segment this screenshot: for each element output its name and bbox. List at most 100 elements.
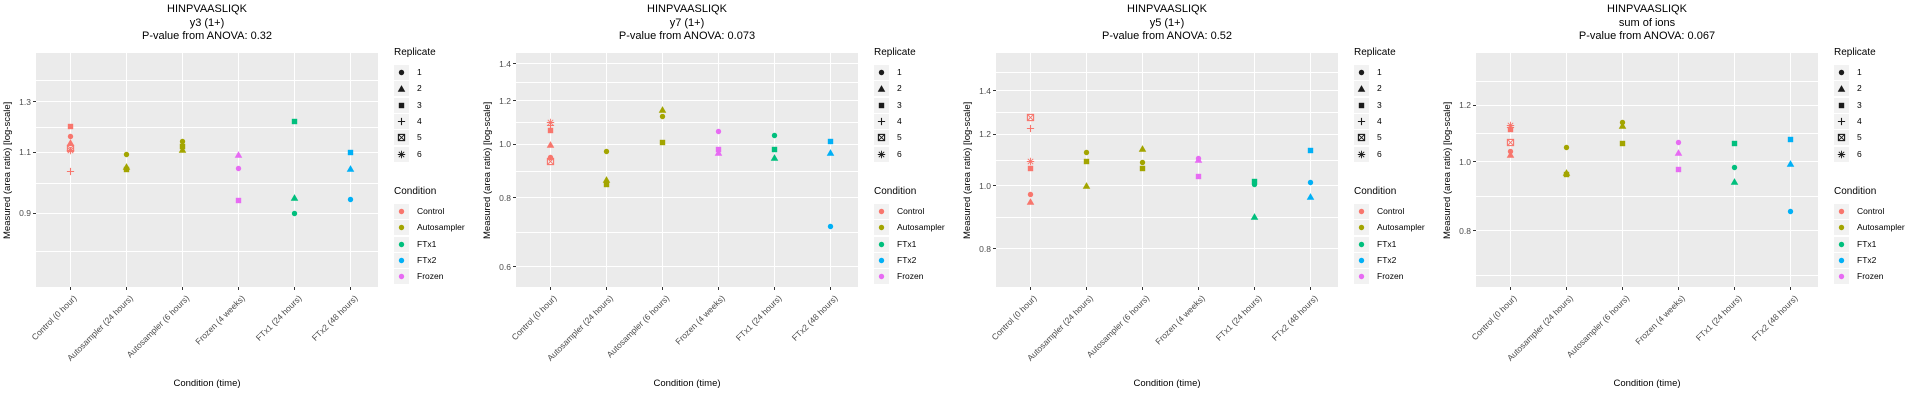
legend-item-condition: FTx2: [874, 252, 959, 268]
circle-icon: [1838, 69, 1845, 76]
data-point: [770, 127, 779, 138]
legend-item-condition: FTx2: [1354, 252, 1439, 268]
condition-color-dot-icon: [398, 257, 405, 264]
legend-key: [394, 65, 409, 80]
legend-item-condition: Autosampler: [394, 220, 479, 236]
legend-item-replicate: 6: [1354, 146, 1434, 162]
circle-marker: [347, 196, 353, 202]
condition-color-dot-icon: [398, 273, 405, 280]
legend-item-condition: Frozen: [874, 269, 959, 285]
legend-item-label: 6: [897, 148, 902, 159]
data-point: [1674, 134, 1683, 145]
square-marker: [1307, 147, 1313, 154]
replicate-legend-title: Replicate: [394, 47, 436, 58]
gridline-major: [516, 266, 858, 268]
y-tick-mark: [513, 63, 516, 65]
data-point: [1194, 168, 1203, 179]
x-tick-mark: [773, 287, 775, 290]
data-point: [546, 153, 555, 166]
condition-color-dot-icon: [1358, 208, 1365, 215]
legend: Replicate 1 2 3 4 5 6 Condition Control Autosampl…: [1353, 0, 1439, 400]
condition-color-dot-icon: [1838, 257, 1845, 264]
gridline-minor: [516, 81, 858, 83]
legend-item-label: FTx1: [897, 238, 917, 249]
legend-key: [1354, 97, 1369, 113]
triangle-marker: [178, 146, 186, 154]
x-tick-mark: [1029, 287, 1031, 290]
gridline-vertical: [181, 53, 183, 287]
legend-key: [394, 204, 409, 219]
data-point: [1138, 140, 1147, 153]
square-marker: [67, 123, 73, 129]
plot-title: HINPVAASLIQK: [647, 3, 727, 15]
data-point: [178, 141, 187, 154]
x-tick-label: Frozen (4 weeks): [673, 293, 728, 347]
data-point: [234, 160, 243, 171]
circle-marker: [235, 165, 241, 171]
legend-item-replicate: 5: [874, 130, 954, 146]
legend-item-replicate: 2: [874, 81, 954, 97]
x-tick-mark: [1621, 287, 1623, 290]
square-marker: [1675, 166, 1681, 172]
gridline-minor: [36, 126, 378, 128]
circle-marker: [1083, 150, 1089, 156]
x-tick-mark: [549, 287, 551, 290]
legend-item-label: Control: [1857, 206, 1885, 216]
triangle-marker: [1138, 145, 1146, 153]
legend-item-condition: FTx1: [874, 236, 959, 252]
data-point: [1026, 193, 1035, 205]
y-tick-mark: [513, 143, 516, 145]
gridline-vertical: [1509, 53, 1511, 287]
legend-item-label: Autosampler: [897, 222, 945, 233]
condition-color-dot-icon: [878, 273, 885, 280]
x-tick-mark: [1197, 287, 1199, 290]
legend-item-condition: Control: [394, 204, 479, 219]
square-marker: [1083, 158, 1089, 165]
legend-item-label: 4: [1857, 115, 1862, 126]
legend-key: [394, 252, 409, 268]
data-point: [66, 163, 75, 175]
legend-key: [874, 236, 889, 252]
condition-color-dot-icon: [1358, 273, 1365, 280]
legend-key: [394, 269, 409, 285]
legend-item-replicate: 1: [1354, 65, 1434, 80]
data-point: [1786, 155, 1795, 168]
square-cross-icon: [877, 134, 886, 142]
legend-item-condition: Frozen: [394, 269, 479, 285]
data-point: [1082, 177, 1091, 189]
data-point: [66, 134, 75, 147]
plot-title-block: HINPVAASLIQK y7 (1+) P-value from ANOVA:…: [516, 3, 858, 44]
plot-panel: [1476, 53, 1818, 287]
plot-stat-line: P-value from ANOVA: 0.067: [1578, 30, 1716, 42]
gridline-minor: [1476, 274, 1818, 276]
legend-item-label: Frozen: [1857, 271, 1884, 282]
gridline-minor: [996, 71, 1338, 73]
x-tick-mark: [661, 287, 663, 290]
y-tick-label: 1.3: [19, 96, 31, 107]
legend-key: [1834, 146, 1849, 162]
data-point: [1506, 146, 1515, 158]
data-point: [234, 146, 243, 158]
x-tick-label: Autosampler (6 hours): [1084, 293, 1152, 360]
y-tick-label: 1.0: [979, 180, 991, 191]
legend-item-condition: FTx1: [394, 236, 479, 252]
gridline-vertical: [661, 53, 663, 287]
legend-item-replicate: 2: [1834, 81, 1914, 97]
gridline-vertical: [1621, 53, 1623, 287]
x-tick-label: Control (0 hour): [1469, 293, 1520, 343]
y-tick-mark: [993, 133, 996, 135]
data-point: [1506, 134, 1515, 147]
legend-key: [1354, 236, 1369, 252]
condition-color-dot-icon: [1358, 257, 1365, 264]
y-tick-mark: [993, 185, 996, 187]
legend-key: [1834, 130, 1849, 146]
legend-item-label: 5: [897, 132, 902, 143]
y-tick-mark: [513, 266, 516, 268]
square-marker: [659, 139, 665, 146]
gridline-major: [996, 248, 1338, 250]
legend-item-label: Frozen: [897, 271, 924, 282]
data-point: [1306, 188, 1315, 200]
gridline-vertical: [549, 53, 551, 287]
legend-key: [1834, 81, 1849, 97]
square-marker: [347, 150, 353, 156]
